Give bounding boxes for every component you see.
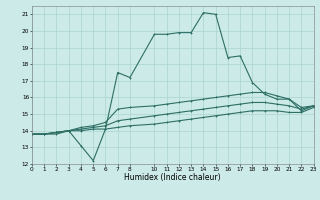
X-axis label: Humidex (Indice chaleur): Humidex (Indice chaleur): [124, 173, 221, 182]
